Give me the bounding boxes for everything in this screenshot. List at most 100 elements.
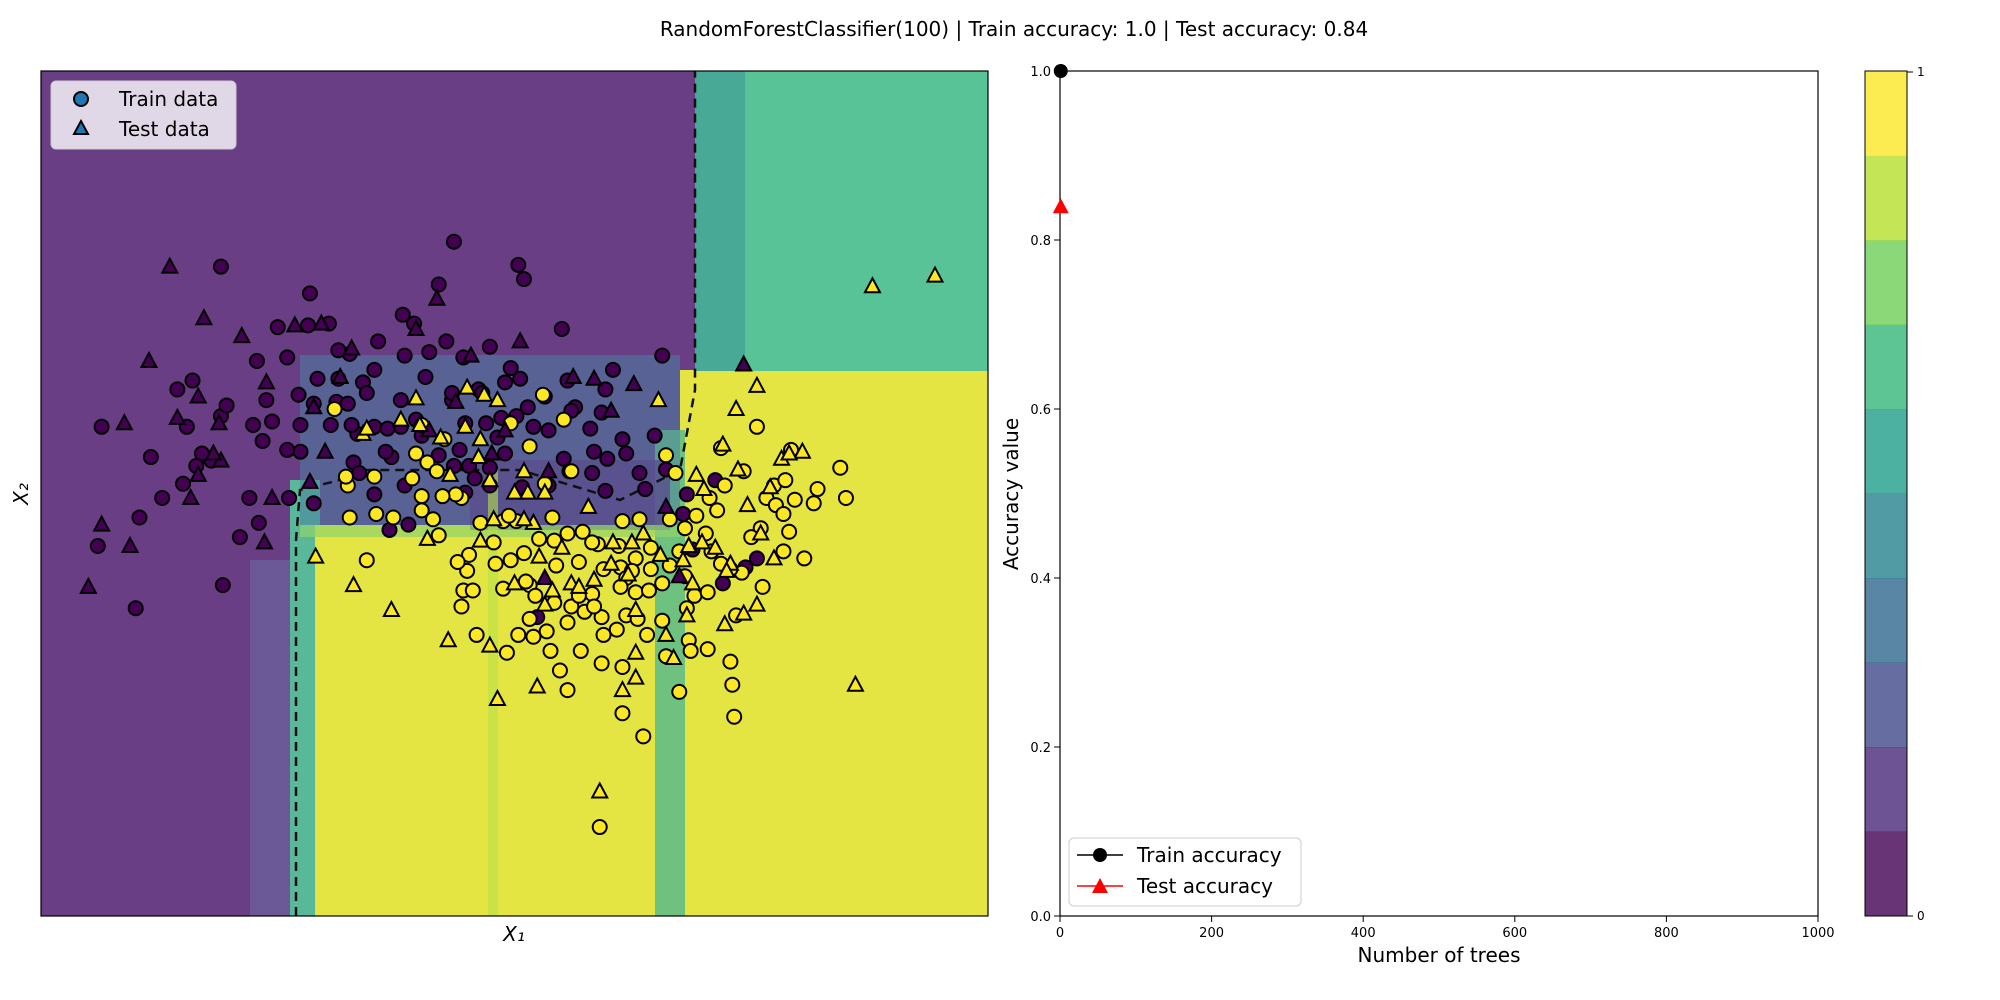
train-point-class0-126 [438, 333, 455, 350]
test-point-class1-2 [706, 537, 725, 555]
train-point-class0-118 [142, 449, 159, 466]
train-point-class0-122 [279, 349, 296, 366]
train-point-class1-131 [699, 584, 716, 601]
test-point-class1-73 [457, 377, 477, 395]
train-point-class0-127 [519, 399, 536, 416]
train-point-class0-27 [184, 372, 201, 389]
train-point-class1-86 [559, 614, 576, 631]
train-point-class1-44 [570, 553, 587, 570]
right-x-axis-label: Number of trees [1358, 943, 1521, 967]
train-point-class0-71 [290, 386, 307, 403]
train-point-class0-91 [214, 577, 231, 594]
train-point-class1-4 [341, 509, 358, 526]
legend-train-data-marker [73, 91, 89, 107]
train-point-class0-114 [322, 417, 339, 434]
test-point-class1-70 [601, 553, 621, 571]
test-point-class0-33 [79, 576, 98, 594]
test-point-class1-49 [543, 580, 562, 598]
train-point-class0-83 [646, 427, 663, 444]
test-point-class0-35 [482, 443, 501, 461]
colorbar-level-9 [1865, 71, 1907, 156]
legend-test-accuracy-marker [1092, 878, 1108, 893]
left-x-axis-label: X₁ [502, 922, 525, 946]
test-point-class0-41 [204, 443, 223, 461]
train-point-class1-111 [498, 644, 515, 661]
colorbar-level-8 [1865, 155, 1907, 241]
test-point-class1-58 [715, 614, 734, 632]
train-point-class0-14 [481, 338, 498, 355]
train-point-class1-40 [832, 459, 849, 476]
train-point-class1-81 [608, 621, 625, 638]
train-point-class1-103 [748, 418, 765, 435]
train-point-class0-9 [89, 537, 106, 554]
train-point-class1-80 [642, 539, 659, 556]
train-point-class0-15 [269, 319, 286, 336]
train-point-class1-117 [688, 507, 705, 524]
train-point-class0-21 [512, 370, 529, 387]
colorbar-level-2 [1865, 662, 1907, 748]
train-point-class0-24 [292, 443, 309, 460]
test-point-class1-65 [514, 509, 534, 527]
train-point-class1-133 [614, 658, 631, 675]
y-tick-label-3: 0.6 [1030, 403, 1051, 418]
train-point-class0-36 [292, 417, 309, 434]
train-point-class1-109 [584, 534, 601, 551]
legend-test-data-marker [72, 118, 90, 135]
test-point-class1-34 [579, 496, 598, 514]
x-tick-label-2: 400 [1351, 926, 1376, 941]
test-point-class0-38 [427, 288, 447, 306]
legend-train-data-label: Train data [118, 87, 218, 111]
train-point-class0-6 [421, 344, 438, 361]
test-point-class0-14 [285, 315, 304, 333]
train-point-class0-13 [127, 600, 144, 617]
decision-regions [41, 71, 988, 916]
test-point-class1-3 [382, 599, 401, 618]
train-point-class1-0 [459, 562, 476, 579]
test-point-class0-36 [312, 313, 331, 331]
train-point-class0-76 [582, 420, 599, 437]
train-point-class1-15 [614, 513, 631, 530]
train-point-class0-99 [169, 381, 186, 398]
left-legend: Train data Test data [50, 80, 237, 150]
test-point-class1-35 [761, 477, 780, 495]
test-point-class1-59 [475, 384, 494, 402]
test-point-class1-42 [683, 573, 702, 591]
test-point-class0-30 [115, 413, 134, 431]
region-vertical-thin [488, 470, 498, 916]
right-axes-frame [1059, 70, 1819, 917]
train-point-class0-96 [497, 374, 514, 391]
test-point-class0-16 [209, 413, 229, 431]
train-point-class0-73 [301, 285, 318, 302]
train-point-class1-21 [538, 623, 555, 640]
train-point-class1-125 [525, 628, 542, 645]
train-point-class0-34 [254, 433, 271, 450]
train-point-class1-106 [682, 642, 699, 659]
train-point-class1-74 [709, 502, 726, 519]
train-point-class0-56 [377, 443, 394, 460]
test-point-class1-74 [469, 446, 488, 465]
test-point-class1-77 [863, 276, 882, 294]
right-legend-box [1068, 837, 1302, 907]
train-point-class0-130 [392, 392, 409, 409]
test-point-class1-24 [634, 523, 653, 541]
test-point-class1-66 [440, 464, 460, 482]
test-point-class0-2 [168, 407, 187, 425]
train-point-class0-116 [379, 420, 396, 437]
x-tick-label-1: 200 [1199, 926, 1224, 941]
test-point-class1-5 [622, 532, 642, 550]
colorbar-frame [1864, 70, 1908, 917]
train-point-class1-23 [635, 728, 652, 745]
train-point-class1-139 [754, 578, 771, 595]
train-point-class1-34 [531, 530, 548, 547]
train-point-class1-28 [368, 505, 385, 522]
test-accuracy-point-0 [1052, 198, 1069, 214]
colorbar-level-5 [1865, 409, 1907, 494]
test-point-class0-26 [656, 496, 676, 514]
train-point-class1-32 [425, 511, 442, 528]
train-point-class1-59 [631, 511, 648, 528]
region-top-right-edge [695, 71, 745, 371]
train-point-class0-42 [305, 495, 322, 512]
colorbar: 1 0 [1864, 65, 1925, 923]
test-point-class1-9 [726, 398, 746, 416]
test-point-class0-27 [495, 420, 515, 438]
